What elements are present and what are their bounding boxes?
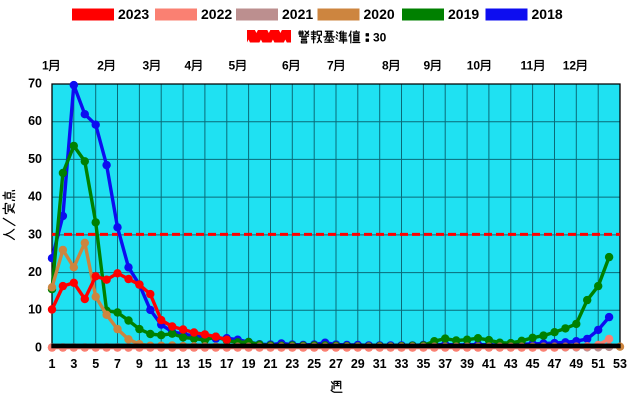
svg-text:53: 53 — [613, 357, 627, 371]
svg-text:60: 60 — [28, 114, 42, 128]
svg-text:17: 17 — [220, 357, 234, 371]
svg-text:12: 12 — [563, 58, 577, 72]
svg-text:30: 30 — [373, 30, 387, 44]
svg-text:2: 2 — [97, 58, 104, 72]
svg-text:19: 19 — [242, 357, 256, 371]
svg-text:37: 37 — [438, 357, 452, 371]
svg-text:41: 41 — [482, 357, 496, 371]
svg-text:21: 21 — [264, 357, 278, 371]
svg-text:2018: 2018 — [532, 6, 563, 22]
svg-text:7: 7 — [327, 58, 334, 72]
svg-text:43: 43 — [504, 357, 518, 371]
svg-text:47: 47 — [548, 357, 562, 371]
svg-text:9: 9 — [136, 357, 143, 371]
svg-text:35: 35 — [416, 357, 430, 371]
svg-text:23: 23 — [285, 357, 299, 371]
svg-text:51: 51 — [591, 357, 605, 371]
svg-text:20: 20 — [28, 265, 42, 279]
svg-text:27: 27 — [329, 357, 343, 371]
svg-text:1: 1 — [49, 357, 56, 371]
svg-text:2021: 2021 — [282, 6, 313, 22]
svg-text:13: 13 — [176, 357, 190, 371]
svg-text:50: 50 — [28, 152, 42, 166]
svg-text:3: 3 — [143, 58, 150, 72]
svg-text:40: 40 — [28, 190, 42, 204]
svg-text:1: 1 — [42, 58, 49, 72]
svg-text:15: 15 — [198, 357, 212, 371]
svg-text:9: 9 — [424, 58, 431, 72]
svg-text:2020: 2020 — [364, 6, 395, 22]
svg-text:30: 30 — [28, 227, 42, 241]
svg-text:10: 10 — [28, 303, 42, 317]
svg-text:2022: 2022 — [201, 6, 232, 22]
svg-text:29: 29 — [351, 357, 365, 371]
svg-text:2023: 2023 — [118, 6, 149, 22]
svg-text:45: 45 — [526, 357, 540, 371]
svg-text:25: 25 — [307, 357, 321, 371]
svg-text:2019: 2019 — [448, 6, 479, 22]
svg-text:7: 7 — [114, 357, 121, 371]
svg-text:8: 8 — [382, 58, 389, 72]
svg-text:5: 5 — [92, 357, 99, 371]
svg-text:31: 31 — [373, 357, 387, 371]
svg-text:10: 10 — [467, 58, 481, 72]
svg-text:33: 33 — [395, 357, 409, 371]
svg-text:4: 4 — [185, 58, 192, 72]
svg-text:5: 5 — [229, 58, 236, 72]
svg-text:11: 11 — [155, 357, 168, 371]
svg-text:39: 39 — [460, 357, 474, 371]
svg-text:0: 0 — [35, 340, 42, 354]
svg-text:3: 3 — [70, 357, 77, 371]
svg-text:49: 49 — [569, 357, 583, 371]
svg-text:70: 70 — [28, 76, 42, 90]
svg-text:11: 11 — [521, 58, 534, 72]
svg-text:6: 6 — [282, 58, 289, 72]
